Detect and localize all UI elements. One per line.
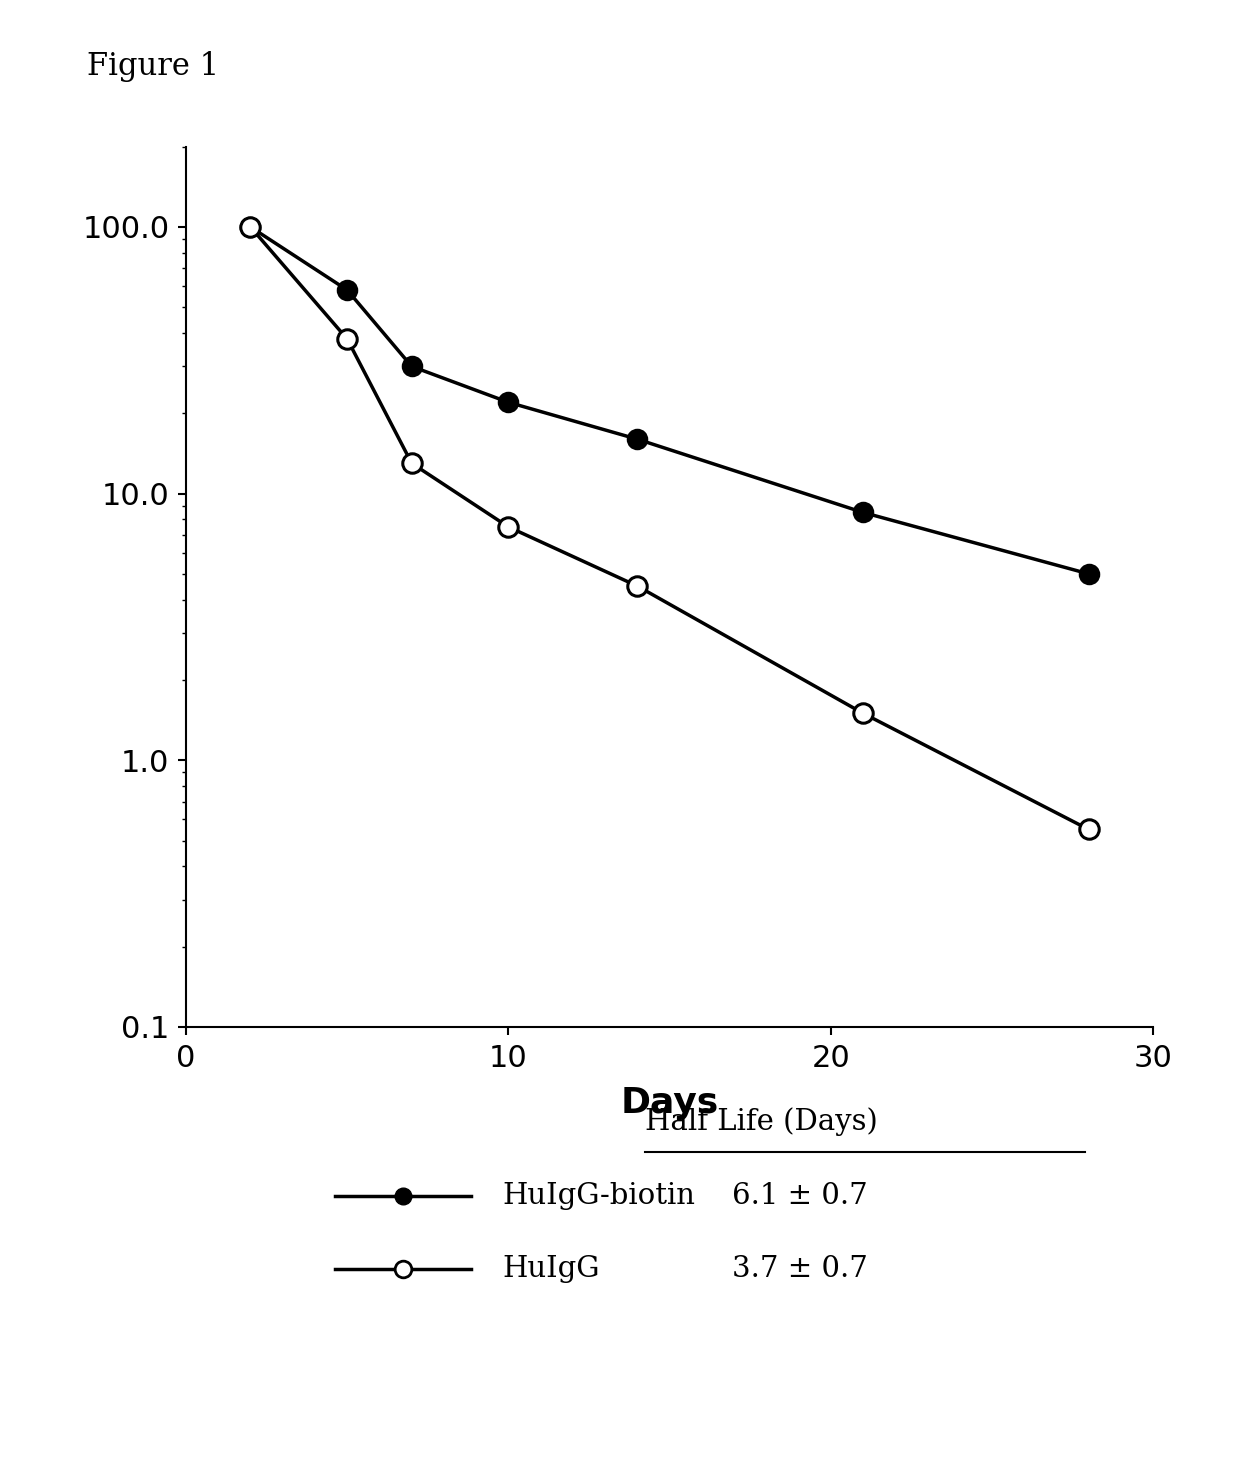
Text: 6.1 ± 0.7: 6.1 ± 0.7 <box>732 1181 867 1210</box>
Text: Figure 1: Figure 1 <box>87 51 219 82</box>
Text: HuIgG-biotin: HuIgG-biotin <box>502 1181 696 1210</box>
Text: 3.7 ± 0.7: 3.7 ± 0.7 <box>732 1254 868 1284</box>
Text: Half Life (Days): Half Life (Days) <box>645 1108 878 1137</box>
Text: HuIgG: HuIgG <box>502 1254 600 1284</box>
X-axis label: Days: Days <box>620 1087 719 1121</box>
